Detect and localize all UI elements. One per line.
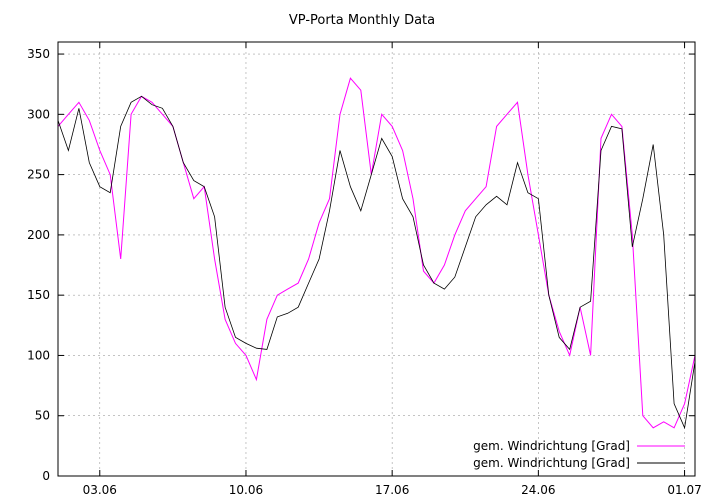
y-tick-label: 100 bbox=[27, 348, 50, 362]
y-tick-label: 300 bbox=[27, 107, 50, 121]
legend-label-raw: gem. Windrichtung [Grad] bbox=[473, 439, 630, 453]
axes: 0 50 100 150 200 250 300 350 03.06 10.06 17.06 24.0… bbox=[27, 42, 702, 497]
legend-label-smoothed: gem. Windrichtung [Grad] bbox=[473, 456, 630, 470]
grid-lines bbox=[58, 42, 695, 476]
x-tick-label: 24.06 bbox=[521, 483, 555, 497]
series-line-smoothed bbox=[57, 95, 696, 430]
x-tick-label: 03.06 bbox=[83, 483, 117, 497]
x-tick-label: 10.06 bbox=[229, 483, 263, 497]
y-tick-label: 50 bbox=[35, 409, 50, 423]
y-tick-label: 250 bbox=[27, 168, 50, 182]
x-tick-label: 17.06 bbox=[375, 483, 409, 497]
x-tick-label: 01.07 bbox=[667, 483, 701, 497]
legend: gem. Windrichtung [Grad] gem. Windrichtu… bbox=[473, 439, 685, 470]
y-tick-label: 350 bbox=[27, 47, 50, 61]
y-tick-label: 150 bbox=[27, 288, 50, 302]
plot-frame bbox=[57, 41, 696, 477]
y-tick-label: 200 bbox=[27, 228, 50, 242]
y-tick-label: 0 bbox=[42, 469, 50, 483]
series-line-raw bbox=[57, 77, 696, 429]
series-layer bbox=[57, 77, 696, 430]
chart-title: VP-Porta Monthly Data bbox=[289, 13, 435, 28]
